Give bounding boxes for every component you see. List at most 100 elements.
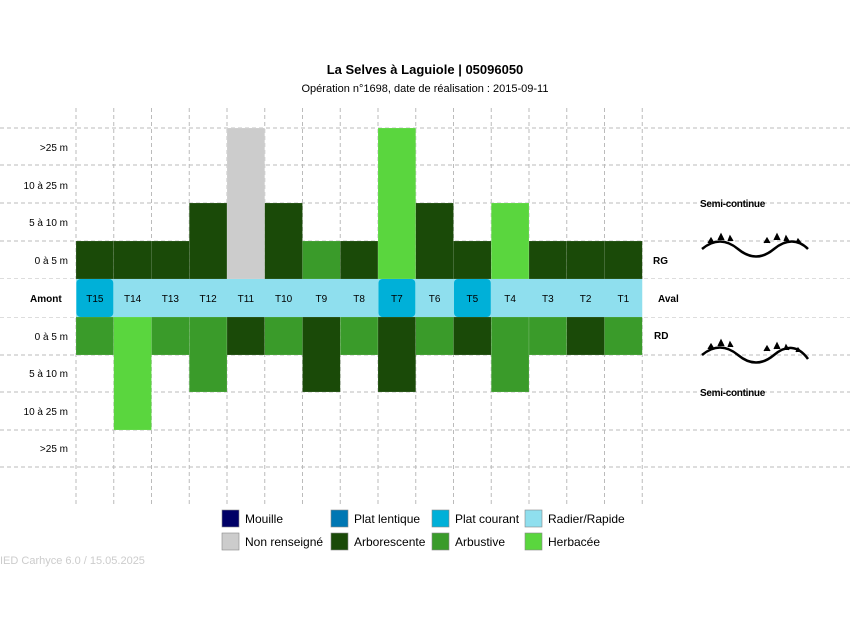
legend: Mouille Plat lentique Plat courant Radier/R… xyxy=(221,509,625,551)
rd-vegetation-cell-t12 xyxy=(189,316,228,393)
rg-vegetation-cell-t9 xyxy=(302,240,341,280)
transect-label-t6: T6 xyxy=(429,294,441,305)
legend-label: Arbustive xyxy=(455,535,505,549)
transect-label-t13: T13 xyxy=(162,294,180,305)
rd-vegetation-cell-t2 xyxy=(566,316,605,356)
rd-continuity-label: Semi-continue xyxy=(700,388,766,399)
rd-width-label: >25 m xyxy=(40,444,68,455)
rg-vegetation-cell-t6 xyxy=(415,202,454,280)
rd-vegetation-cell-t7 xyxy=(377,316,416,393)
rd-vegetation-cell-t6 xyxy=(415,316,454,356)
rd-label: RD xyxy=(654,331,668,342)
chart-subtitle: Opération n°1698, date de réalisation : … xyxy=(302,83,549,95)
facies-cells: T15 T14 T13 T12 T11 T10 T9 T8 T7 T6 T5 T4 T3 T2 T1 xyxy=(0,279,850,317)
facies-cell-t6 xyxy=(416,279,453,317)
facies-cell-t3 xyxy=(529,279,567,317)
legend-label: Plat lentique xyxy=(354,512,420,526)
rd-vegetation-cell-t13 xyxy=(151,316,190,356)
rd-vegetation-cell-t4 xyxy=(491,316,530,393)
rd-vegetation-cell-t1 xyxy=(604,316,643,356)
facies-cell-t2 xyxy=(567,279,604,317)
transect-label-t1: T1 xyxy=(618,294,630,305)
rg-vegetation-cell-t12 xyxy=(189,202,228,280)
legend-label: Arborescente xyxy=(354,535,426,549)
transect-label-t12: T12 xyxy=(200,294,218,305)
rd-width-label: 5 à 10 m xyxy=(29,369,68,380)
facies-cell-t5 xyxy=(454,279,491,317)
rg-continuity-label: Semi-continue xyxy=(700,199,766,210)
legend-swatch-plat-courant xyxy=(431,509,450,528)
facies-cell-t14 xyxy=(114,279,151,317)
rd-width-label: 0 à 5 m xyxy=(35,332,68,343)
transect-label-t11: T11 xyxy=(238,294,255,305)
vegetation-cells xyxy=(75,127,643,431)
upstream-label: Amont xyxy=(30,294,62,305)
rg-label: RG xyxy=(653,256,668,267)
transect-label-t3: T3 xyxy=(542,294,554,305)
rd-vegetation-cell-t5 xyxy=(453,316,492,356)
facies-cell-t9 xyxy=(303,279,340,317)
rg-vegetation-cell-t2 xyxy=(566,240,605,280)
rg-width-label: 5 à 10 m xyxy=(29,218,68,229)
transect-label-t8: T8 xyxy=(353,294,365,305)
rd-vegetation-cell-t14 xyxy=(113,316,152,431)
rg-vegetation-cell-t8 xyxy=(340,240,379,280)
rd-width-label: 10 à 25 m xyxy=(24,407,68,418)
rd-vegetation-cell-t8 xyxy=(340,316,379,356)
footer-credit: IED Carhyce 6.0 / 15.05.2025 xyxy=(0,555,145,567)
rg-width-label: 10 à 25 m xyxy=(24,181,68,192)
rd-continuity-icon xyxy=(701,338,810,364)
facies-cell-t4 xyxy=(491,279,529,317)
rg-vegetation-cell-t11 xyxy=(226,127,265,280)
rg-vegetation-cell-t1 xyxy=(604,240,643,280)
rg-continuity-icon xyxy=(701,232,809,258)
facies-cell-t13 xyxy=(152,279,189,317)
downstream-label: Aval xyxy=(658,294,679,305)
facies-cell-t11 xyxy=(227,279,265,317)
legend-swatch-plat-lentique xyxy=(330,509,349,528)
transect-label-t5: T5 xyxy=(467,294,479,305)
legend-swatch-herbac-e xyxy=(524,532,543,551)
legend-label: Non renseigné xyxy=(245,535,323,549)
chart-title: La Selves à Laguiole | 05096050 xyxy=(327,62,524,77)
rg-vegetation-cell-t3 xyxy=(528,240,567,280)
axis-labels: >25 m 10 à 25 m 5 à 10 m 0 à 5 m 0 à 5 m 5 à … xyxy=(24,143,68,455)
legend-label: Mouille xyxy=(245,512,283,526)
transect-label-t14: T14 xyxy=(124,294,142,305)
facies-cell-t10 xyxy=(265,279,302,317)
rd-vegetation-cell-t9 xyxy=(302,316,341,393)
legend-label: Plat courant xyxy=(455,512,520,526)
rd-vegetation-cell-t15 xyxy=(75,316,114,356)
transect-label-t15: T15 xyxy=(86,294,104,305)
legend-swatch-non-renseign- xyxy=(221,532,240,551)
rg-vegetation-cell-t5 xyxy=(453,240,492,280)
transect-label-t10: T10 xyxy=(275,294,293,305)
legend-label: Radier/Rapide xyxy=(548,512,625,526)
rg-width-label: >25 m xyxy=(40,143,68,154)
facies-cell-t1 xyxy=(605,279,642,317)
rd-vegetation-cell-t10 xyxy=(264,316,303,356)
transect-label-t4: T4 xyxy=(504,294,516,305)
rg-vegetation-cell-t13 xyxy=(151,240,190,280)
transect-label-t9: T9 xyxy=(316,294,328,305)
legend-swatch-mouille xyxy=(221,509,240,528)
rd-vegetation-cell-t11 xyxy=(226,316,265,356)
facies-cell-t8 xyxy=(340,279,378,317)
legend-label: Herbacée xyxy=(548,535,600,549)
rg-vegetation-cell-t14 xyxy=(113,240,152,280)
transect-label-t7: T7 xyxy=(391,294,403,305)
facies-cell-t15 xyxy=(76,279,114,317)
rg-vegetation-cell-t4 xyxy=(491,202,530,280)
rg-vegetation-cell-t10 xyxy=(264,202,303,280)
legend-swatch-arborescente xyxy=(330,532,349,551)
transect-label-t2: T2 xyxy=(580,294,592,305)
facies-cell-t12 xyxy=(189,279,227,317)
legend-swatch-arbustive xyxy=(431,532,450,551)
legend-swatch-radier-rapide xyxy=(524,509,543,528)
facies-cell-t7 xyxy=(378,279,416,317)
rg-width-label: 0 à 5 m xyxy=(35,256,68,267)
rd-vegetation-cell-t3 xyxy=(528,316,567,356)
rg-vegetation-cell-t15 xyxy=(75,240,114,280)
rg-vegetation-cell-t7 xyxy=(377,127,416,280)
